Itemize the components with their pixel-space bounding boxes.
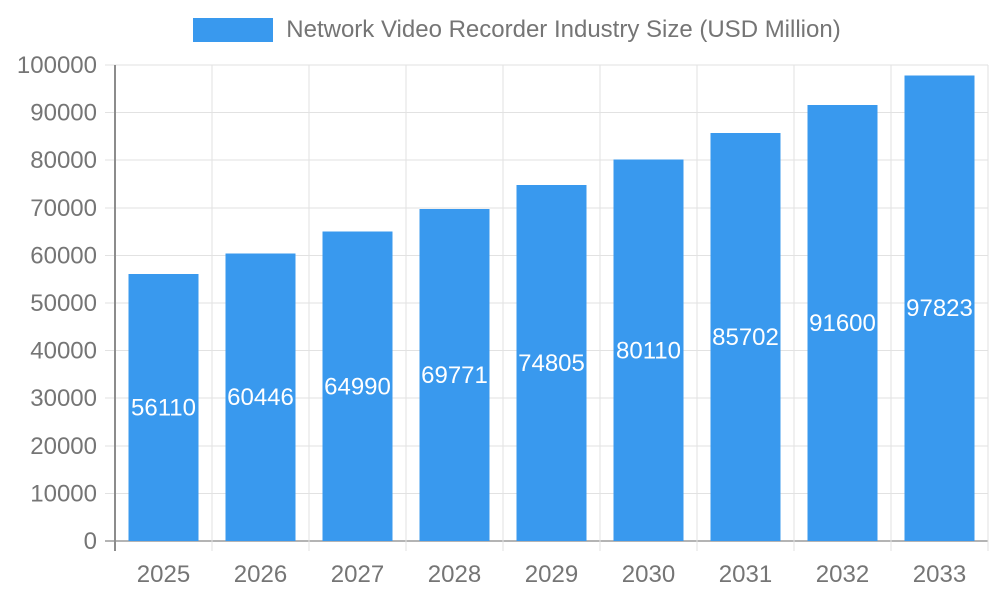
y-tick-label: 50000	[30, 290, 97, 317]
y-tick-label: 80000	[30, 147, 97, 174]
bar[interactable]	[322, 231, 393, 542]
y-tick-label: 60000	[30, 242, 97, 269]
y-tick-label: 100000	[17, 52, 97, 79]
x-tick-label: 2026	[234, 561, 287, 588]
x-tick-label: 2029	[525, 561, 578, 588]
bar[interactable]	[807, 104, 878, 541]
bar-value-label: 85702	[712, 324, 779, 351]
y-tick-label: 30000	[30, 385, 97, 412]
bar-value-label: 64990	[324, 373, 391, 400]
bar-value-label: 74805	[518, 350, 585, 377]
y-tick-label: 20000	[30, 433, 97, 460]
bar-value-label: 97823	[906, 295, 973, 322]
legend-swatch	[193, 18, 274, 42]
bar-value-label: 80110	[616, 337, 681, 364]
x-tick-label: 2027	[331, 561, 384, 588]
bar[interactable]	[128, 273, 199, 541]
bar[interactable]	[225, 253, 296, 541]
y-tick-label: 40000	[30, 338, 97, 365]
chart-legend[interactable]: Network Video Recorder Industry Size (US…	[0, 18, 1000, 42]
x-tick-label: 2033	[913, 561, 966, 588]
bar[interactable]	[710, 133, 781, 542]
y-tick-label: 0	[84, 528, 97, 555]
y-tick-label: 10000	[30, 480, 97, 507]
legend-label: Network Video Recorder Industry Size (US…	[286, 16, 841, 43]
bar-value-label: 56110	[131, 394, 196, 421]
bar[interactable]	[419, 208, 490, 541]
bar-value-label: 69771	[421, 362, 488, 389]
y-tick-label: 90000	[30, 100, 97, 127]
bar[interactable]	[904, 75, 975, 541]
x-tick-label: 2028	[428, 561, 481, 588]
bar-value-label: 91600	[809, 310, 876, 337]
bar-value-label: 60446	[227, 384, 294, 411]
x-tick-label: 2030	[622, 561, 675, 588]
x-tick-label: 2032	[816, 561, 869, 588]
y-tick-label: 70000	[30, 195, 97, 222]
bar[interactable]	[516, 184, 587, 541]
x-tick-label: 2025	[137, 561, 190, 588]
x-tick-label: 2031	[719, 561, 772, 588]
bar[interactable]	[613, 159, 684, 542]
